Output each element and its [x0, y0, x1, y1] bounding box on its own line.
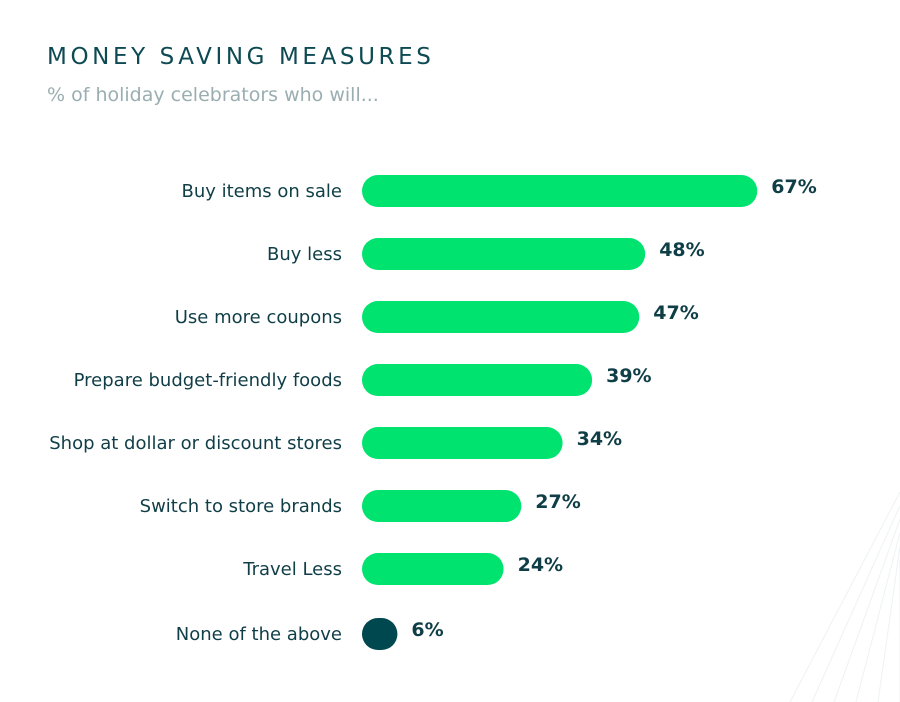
category-label: None of the above: [176, 624, 342, 645]
data-label: 48%: [659, 239, 704, 261]
category-label: Switch to store brands: [140, 496, 342, 517]
chart-title: MONEY SAVING MEASURES: [47, 44, 435, 70]
bar: [362, 490, 522, 522]
decoration-line: [833, 519, 900, 702]
category-label: Buy less: [267, 244, 342, 265]
bars-group: Buy items on sale 67% Buy less 48% Use more …: [49, 175, 817, 650]
category-label: Shop at dollar or discount stores: [49, 433, 342, 454]
decoration-line: [877, 546, 900, 702]
data-label: 67%: [771, 176, 816, 198]
data-label: 34%: [577, 428, 622, 450]
bar: [362, 427, 563, 459]
data-label: 24%: [518, 554, 563, 576]
category-label: Use more coupons: [175, 307, 342, 328]
bar: [362, 364, 593, 396]
data-label: 39%: [606, 365, 651, 387]
bar: [362, 301, 640, 333]
bar: [362, 238, 646, 270]
bar: [362, 553, 504, 585]
chart-subtitle: % of holiday celebrators who will...: [47, 84, 379, 106]
data-label: 6%: [411, 619, 443, 641]
data-label: 27%: [535, 491, 580, 513]
category-label: Travel Less: [242, 559, 342, 580]
category-label: Buy items on sale: [181, 181, 342, 202]
bar: [362, 175, 758, 207]
bar: [362, 618, 398, 650]
data-label: 47%: [653, 302, 698, 324]
decoration-line: [789, 491, 900, 702]
category-label: Prepare budget-friendly foods: [74, 370, 342, 391]
decoration-line: [811, 505, 900, 702]
decoration-line: [855, 532, 900, 702]
corner-decoration: [789, 491, 900, 702]
